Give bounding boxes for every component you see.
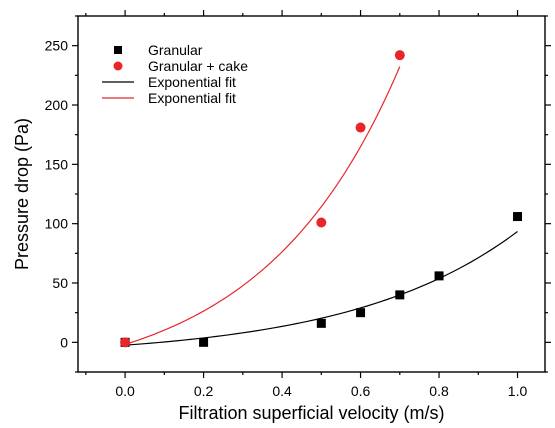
x-axis-title: Filtration superficial velocity (m/s) <box>178 403 444 423</box>
y-tick-label-2: 100 <box>45 216 69 232</box>
x-tick-label-0: 0.0 <box>115 383 135 399</box>
data-point-granular-cake-3 <box>394 50 405 61</box>
fit-curve-3 <box>124 66 401 346</box>
y-tick-label-1: 50 <box>52 275 68 291</box>
data-point-granular-cake-0 <box>120 337 131 348</box>
legend-marker-granular-cake <box>113 61 123 71</box>
y-tick-label-5: 250 <box>45 38 69 54</box>
x-tick-label-5: 1.0 <box>508 383 528 399</box>
data-point-granular-1 <box>199 337 209 347</box>
data-point-granular-2 <box>316 318 326 328</box>
data-point-granular-cake-1 <box>316 217 327 228</box>
fit-curve-2 <box>125 231 518 346</box>
axes-layer: 0.0 0.2 0.4 0.6 0.8 1.0 0 50 100 150 200 250 <box>45 10 551 399</box>
data-point-granular-3 <box>356 308 366 318</box>
legend-label-1: Granular + cake <box>148 58 248 74</box>
legend-label-0: Granular <box>148 42 203 58</box>
y-axis-title: Pressure drop (Pa) <box>12 118 32 270</box>
legend-label-2: Exponential fit <box>148 74 236 90</box>
x-tick-label-1: 0.2 <box>194 383 214 399</box>
legend-marker-granular <box>114 46 122 54</box>
data-point-granular-cake-2 <box>355 122 366 133</box>
legend-label-3: Exponential fit <box>148 90 236 106</box>
data-point-granular-5 <box>434 271 444 281</box>
x-tick-label-3: 0.6 <box>351 383 371 399</box>
plot-layer <box>120 50 523 348</box>
y-tick-label-4: 200 <box>45 97 69 113</box>
x-tick-label-4: 0.8 <box>429 383 449 399</box>
x-tick-label-2: 0.4 <box>272 383 292 399</box>
data-point-granular-6 <box>513 212 523 222</box>
y-tick-label-0: 0 <box>60 334 68 350</box>
data-point-granular-4 <box>395 290 405 300</box>
y-tick-label-3: 150 <box>45 156 69 172</box>
